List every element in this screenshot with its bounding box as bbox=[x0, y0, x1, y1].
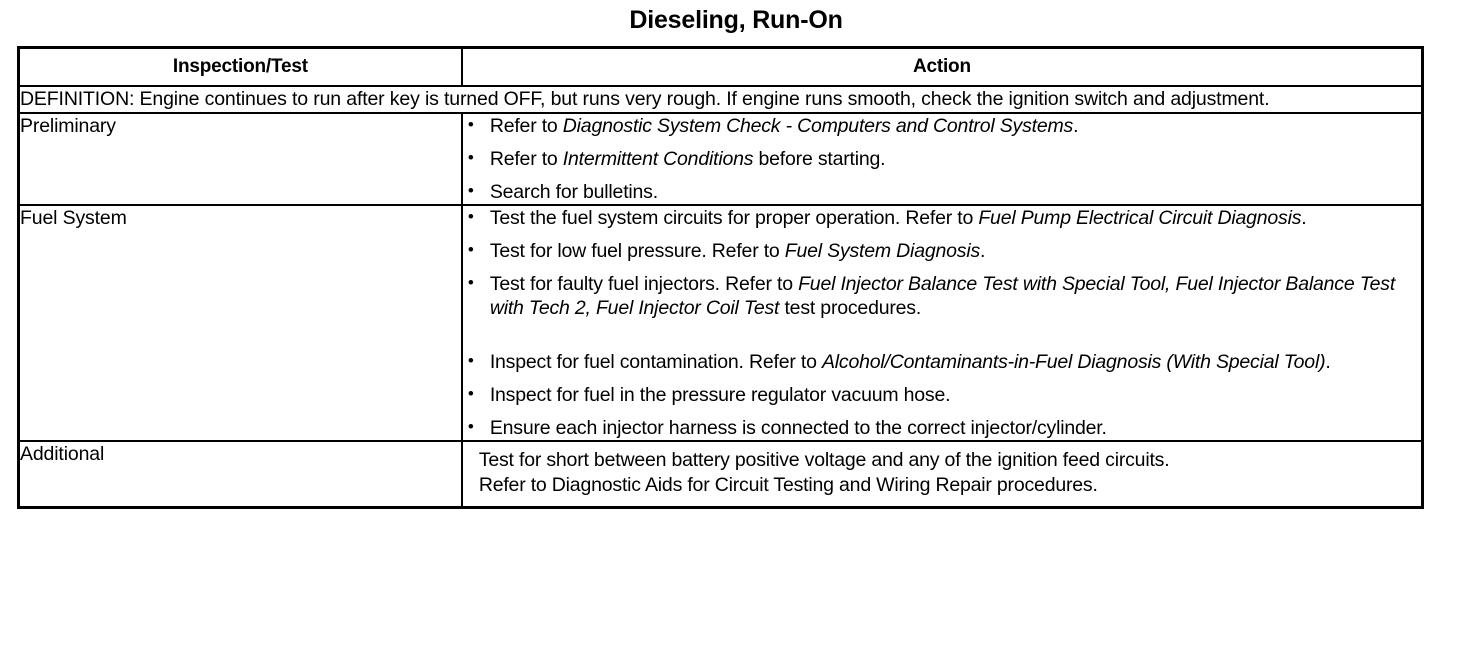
reference-title: Fuel Pump Electrical Circuit Diagnosis bbox=[978, 207, 1302, 229]
reference-title: Fuel Injector Balance Test with Special … bbox=[489, 273, 1396, 319]
bullet-text: Ensure each injector harness is connecte… bbox=[489, 417, 1107, 439]
reference-title: Diagnostic System Check - Computers and … bbox=[562, 115, 1074, 137]
row-action-cell: Refer to Diagnostic System Check - Compu… bbox=[460, 112, 1424, 206]
action-paragraph: Refer to Diagnostic Aids for Circuit Tes… bbox=[478, 474, 1098, 496]
reference-title: Alcohol/Contaminants-in-Fuel Diagnosis (… bbox=[821, 351, 1326, 373]
diagnostic-table: Inspection/Test Action DEFINITION: Engin… bbox=[17, 46, 1424, 509]
table-header: Inspection/Test Action bbox=[17, 46, 1424, 87]
table-row: PreliminaryRefer to Diagnostic System Ch… bbox=[17, 112, 1424, 206]
action-bullet-item: Inspect for fuel contamination. Refer to… bbox=[463, 349, 1421, 374]
bullet-text: before starting. bbox=[753, 148, 886, 170]
action-bullet-list: Test the fuel system circuits for proper… bbox=[463, 205, 1421, 440]
bullet-text: Refer to bbox=[489, 115, 563, 137]
row-label: Preliminary bbox=[17, 112, 463, 206]
action-paragraph: Test for short between battery positive … bbox=[478, 449, 1170, 471]
action-bullet-item: Ensure each injector harness is connecte… bbox=[463, 415, 1421, 440]
bullet-text: Inspect for fuel in the pressure regulat… bbox=[489, 384, 951, 406]
bullet-text: Search for bulletins. bbox=[489, 181, 658, 203]
table-header-row: Inspection/Test Action bbox=[17, 46, 1424, 87]
column-header-inspection-test: Inspection/Test bbox=[17, 46, 463, 87]
action-bullet-item: Inspect for fuel in the pressure regulat… bbox=[463, 382, 1421, 407]
action-bullet-item: Refer to Diagnostic System Check - Compu… bbox=[463, 113, 1421, 138]
action-bullet-item: Test for low fuel pressure. Refer to Fue… bbox=[463, 238, 1421, 263]
bullet-text: . bbox=[1073, 115, 1079, 137]
row-action-cell: Test the fuel system circuits for proper… bbox=[460, 204, 1424, 442]
bullet-text: . bbox=[1301, 207, 1307, 229]
table-row: Additional Test for short between battery… bbox=[17, 440, 1424, 509]
row-label: Fuel System bbox=[17, 204, 463, 442]
bullet-text: Test the fuel system circuits for proper… bbox=[489, 207, 979, 229]
action-bullet-item: Test the fuel system circuits for proper… bbox=[463, 205, 1421, 230]
bullet-text: Test for low fuel pressure. Refer to bbox=[489, 240, 785, 262]
table-rows-body: PreliminaryRefer to Diagnostic System Ch… bbox=[17, 112, 1424, 509]
reference-title: Fuel System Diagnosis bbox=[784, 240, 981, 262]
row-action-cell: Test for short between battery positive … bbox=[460, 440, 1424, 509]
bullet-text: Refer to bbox=[489, 148, 563, 170]
action-bullet-item: Refer to Intermittent Conditions before … bbox=[463, 146, 1421, 171]
action-bullet-list: Refer to Diagnostic System Check - Compu… bbox=[463, 113, 1421, 204]
page-title: Dieseling, Run-On bbox=[629, 6, 843, 34]
table-row: Fuel System Test the fuel system circuits… bbox=[17, 204, 1424, 442]
bullet-text: . bbox=[980, 240, 986, 262]
action-bullet-item: Search for bulletins. bbox=[463, 179, 1421, 204]
table-row-definition: DEFINITION: Engine continues to run afte… bbox=[17, 85, 1424, 114]
bullet-text: test procedures. bbox=[779, 297, 922, 319]
bullet-text: Test for faulty fuel injectors. Refer to bbox=[489, 273, 799, 295]
diagnostic-table-container: Inspection/Test Action DEFINITION: Engin… bbox=[17, 46, 1424, 509]
column-header-action: Action bbox=[460, 46, 1424, 87]
reference-title: Intermittent Conditions bbox=[562, 148, 754, 170]
bullet-text: Inspect for fuel contamination. Refer to bbox=[489, 351, 822, 373]
bullet-text: . bbox=[1325, 351, 1331, 373]
row-label: Additional bbox=[17, 440, 463, 509]
action-bullet-item: Test for faulty fuel injectors. Refer to… bbox=[463, 271, 1421, 320]
definition-text: DEFINITION: Engine continues to run afte… bbox=[17, 85, 1424, 114]
table-body: DEFINITION: Engine continues to run afte… bbox=[17, 85, 1424, 114]
